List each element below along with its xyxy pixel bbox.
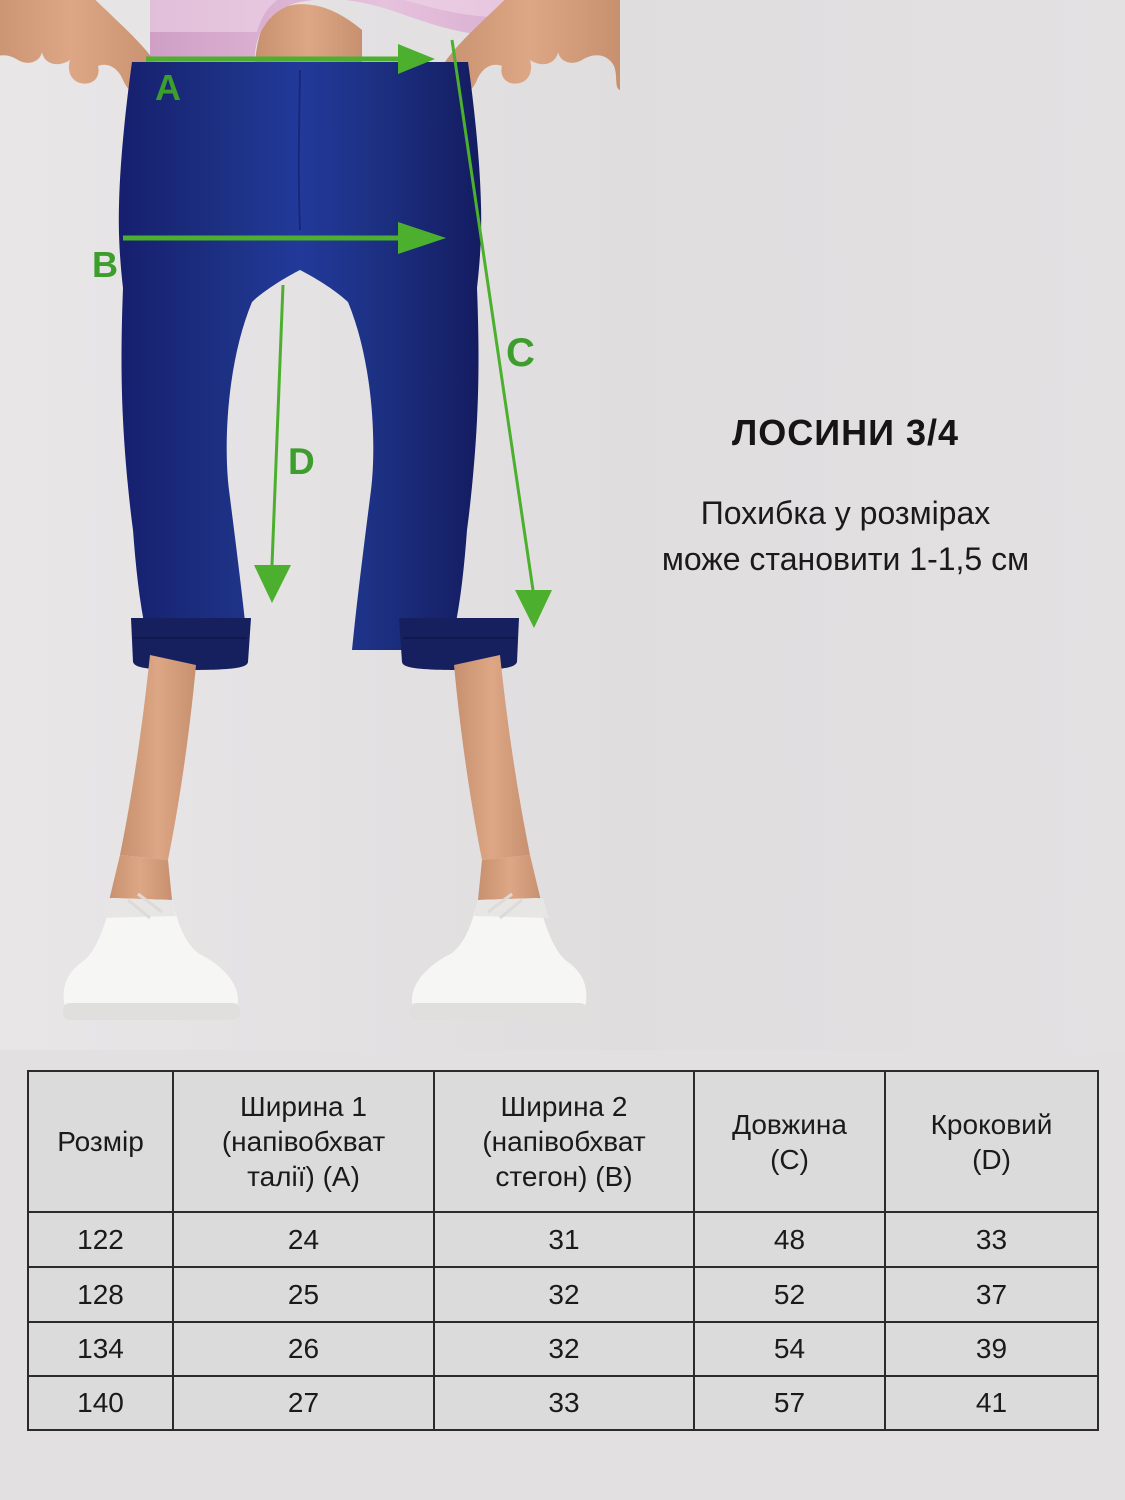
svg-text:A: A — [155, 67, 181, 108]
svg-text:D: D — [288, 441, 315, 482]
svg-text:B: B — [92, 244, 118, 285]
svg-text:C: C — [506, 331, 535, 375]
